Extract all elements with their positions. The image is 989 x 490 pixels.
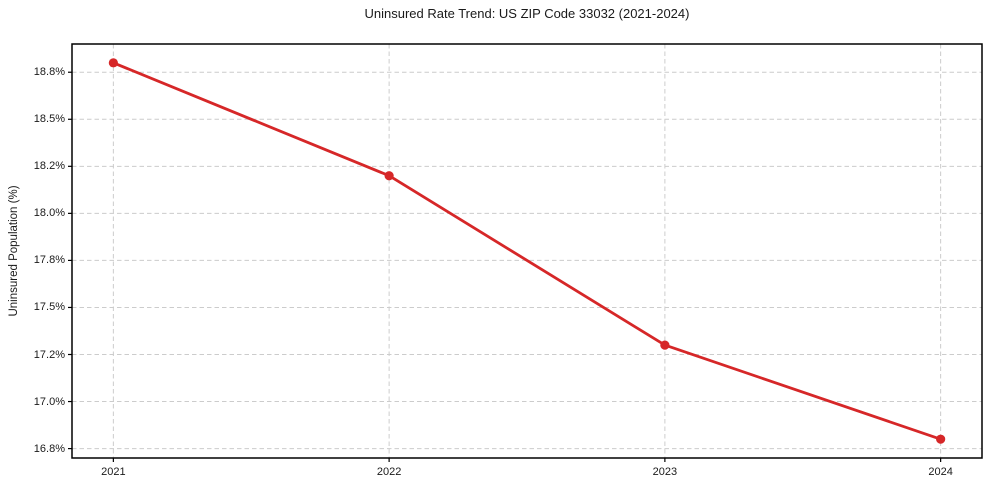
y-tick-label: 17.5% <box>33 301 65 314</box>
x-tick-label: 2021 <box>101 466 126 478</box>
y-tick-label: 18.5% <box>33 113 65 126</box>
data-point-marker <box>108 58 118 68</box>
y-tick-label: 17.0% <box>33 395 65 408</box>
y-tick-label: 18.2% <box>33 160 65 173</box>
data-point-marker <box>936 434 946 444</box>
y-tick-label: 18.8% <box>33 66 65 79</box>
plot-border <box>71 43 983 459</box>
data-point-marker <box>384 171 394 181</box>
x-tick-label: 2022 <box>376 466 402 478</box>
y-tick-label: 17.2% <box>33 348 65 361</box>
y-tick-label: 17.8% <box>33 254 65 267</box>
chart-title: Uninsured Rate Trend: US ZIP Code 33032 … <box>364 6 690 21</box>
trend-line <box>111 61 943 441</box>
x-tick-label: 2024 <box>928 466 953 478</box>
data-point-marker <box>660 340 670 350</box>
y-tick-label: 18.0% <box>33 207 65 220</box>
x-tick-label: 2023 <box>652 466 678 478</box>
y-tick-label: 16.8% <box>33 442 65 455</box>
